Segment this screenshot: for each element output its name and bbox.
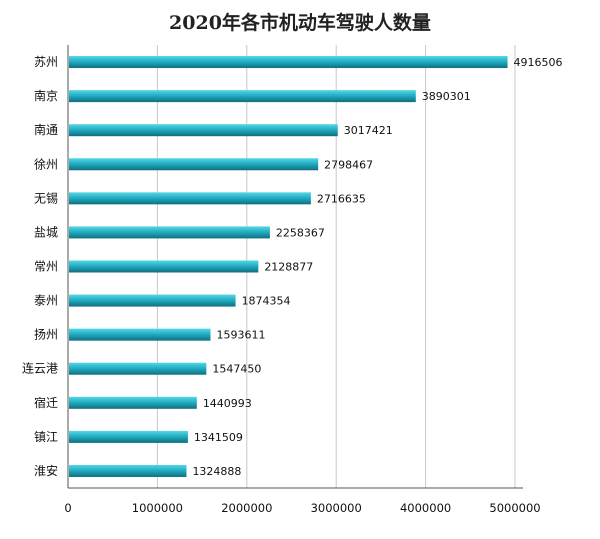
bar	[69, 430, 188, 443]
bar	[69, 362, 207, 375]
category-label: 南京	[34, 88, 58, 103]
bar-layer	[69, 56, 508, 477]
category-label: 淮安	[34, 463, 58, 478]
x-tick-label: 4000000	[400, 501, 451, 515]
category-label: 无锡	[34, 190, 58, 205]
data-label: 4916506	[514, 56, 563, 69]
bar	[69, 328, 211, 341]
data-label: 1440993	[203, 397, 252, 410]
category-label: 南通	[34, 122, 58, 137]
chart-title: 2020年各市机动车驾驶人数量	[169, 12, 431, 34]
bar	[69, 226, 270, 239]
bar	[69, 260, 259, 273]
bar	[69, 56, 508, 69]
category-label: 苏州	[34, 55, 58, 69]
data-label: 1547450	[212, 363, 261, 376]
data-label: 3017421	[344, 124, 393, 137]
data-label: 1324888	[192, 465, 241, 478]
category-label: 扬州	[34, 327, 58, 342]
data-label: 1341509	[194, 431, 243, 444]
category-label: 盐城	[34, 225, 58, 239]
category-label: 宿迁	[34, 395, 58, 410]
bar	[69, 192, 311, 205]
data-label: 2128877	[264, 261, 313, 274]
category-label: 徐州	[34, 156, 58, 171]
axis-layer	[67, 45, 523, 489]
category-label: 常州	[34, 260, 58, 274]
x-tick-label: 3000000	[311, 501, 362, 515]
label-layer: 0 1000000 2000000 3000000 4000000 5000000 苏州 49…	[22, 55, 563, 515]
x-tick-label: 5000000	[489, 501, 540, 515]
bar	[69, 90, 416, 103]
data-label: 2258367	[276, 226, 325, 239]
x-tick-label: 1000000	[132, 501, 183, 515]
x-tick-label: 2000000	[221, 501, 272, 515]
bar	[69, 124, 338, 137]
category-label: 泰州	[34, 294, 58, 308]
data-label: 2716635	[317, 192, 366, 205]
category-label: 镇江	[34, 430, 58, 444]
data-label: 1593611	[216, 329, 265, 342]
data-label: 1874354	[242, 295, 291, 308]
bar	[69, 396, 197, 409]
data-label: 2798467	[324, 158, 373, 171]
bar	[69, 464, 187, 477]
bar	[69, 294, 236, 307]
category-label: 连云港	[22, 361, 58, 376]
data-label: 3890301	[422, 90, 471, 103]
bar	[69, 158, 319, 171]
x-tick-label: 0	[64, 501, 71, 515]
